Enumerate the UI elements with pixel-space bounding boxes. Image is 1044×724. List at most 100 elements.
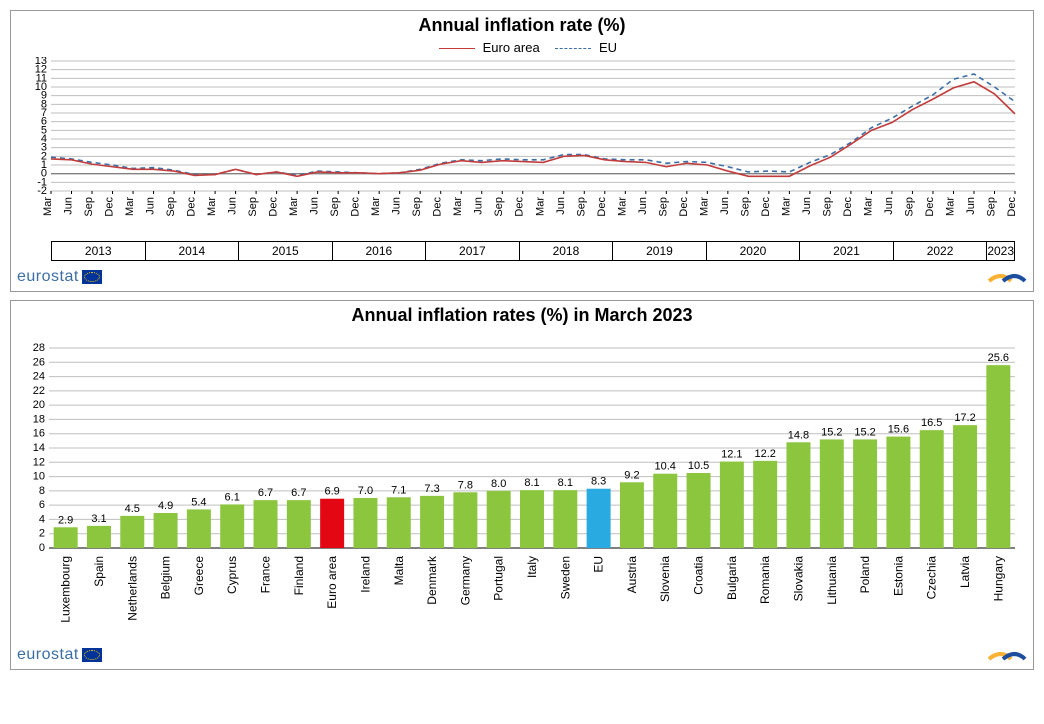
eurostat-text: eurostat [17,646,79,664]
svg-text:Croatia: Croatia [692,556,706,595]
svg-text:Dec: Dec [432,197,444,217]
bar [587,489,611,548]
bar [120,516,144,548]
svg-text:25.6: 25.6 [988,352,1009,364]
svg-text:7.1: 7.1 [391,484,406,496]
svg-text:Dec: Dec [350,197,362,217]
svg-text:Jun: Jun [309,197,321,215]
svg-text:7.0: 7.0 [358,485,373,497]
svg-text:Dec: Dec [104,197,116,217]
bar-chart-svg: 02468101214161820222426282.9Luxembourg3.… [21,330,1021,643]
legend-label-eu: EU [599,40,617,55]
svg-text:Mar: Mar [862,197,874,216]
svg-text:15.2: 15.2 [854,426,875,438]
svg-text:Jun: Jun [883,197,895,215]
bar [753,461,777,548]
svg-text:Dec: Dec [596,197,608,217]
eurostat-brand: eurostat [17,646,102,664]
svg-text:17.2: 17.2 [954,412,975,424]
bar [87,526,111,548]
svg-text:France: France [259,556,273,594]
bar [786,442,810,548]
bar [953,425,977,548]
bar [287,500,311,548]
svg-text:Jun: Jun [965,197,977,215]
svg-text:8.1: 8.1 [524,477,539,489]
svg-text:16.5: 16.5 [921,417,942,429]
svg-text:0: 0 [39,542,45,554]
svg-text:Greece: Greece [192,556,206,596]
year-axis-cell: 2022 [893,242,987,261]
svg-text:Malta: Malta [392,556,406,586]
svg-text:8.1: 8.1 [558,477,573,489]
bar [453,492,477,548]
svg-text:Mar: Mar [452,197,464,216]
svg-text:Estonia: Estonia [891,556,905,596]
svg-text:Dec: Dec [678,197,690,217]
svg-text:Mar: Mar [780,197,792,216]
svg-text:Portugal: Portugal [492,556,506,601]
bar [920,430,944,548]
bar [353,498,377,548]
svg-text:Latvia: Latvia [958,556,972,588]
panel-footer: eurostat [11,265,1033,291]
svg-text:20: 20 [33,399,45,411]
year-axis-cell: 2019 [612,242,706,261]
svg-text:Czechia: Czechia [925,556,939,600]
svg-text:Mar: Mar [206,197,218,216]
svg-text:2.9: 2.9 [58,514,73,526]
svg-text:Bulgaria: Bulgaria [725,556,739,600]
svg-text:6.7: 6.7 [258,487,273,499]
legend-label-euro: Euro area [483,40,540,55]
bar [420,496,444,548]
bar-chart-area: 02468101214161820222426282.9Luxembourg3.… [11,330,1033,643]
svg-text:Netherlands: Netherlands [125,556,139,621]
svg-text:15.6: 15.6 [888,424,909,436]
panel-footer: eurostat [11,643,1033,669]
svg-text:Jun: Jun [391,197,403,215]
year-axis-cell: 2016 [332,242,426,261]
svg-text:Slovenia: Slovenia [658,556,672,602]
svg-text:Jun: Jun [555,197,567,215]
swoosh-icon [987,645,1027,665]
svg-text:Sep: Sep [329,197,341,217]
svg-text:Sep: Sep [247,197,259,217]
svg-text:Dec: Dec [924,197,936,217]
year-axis-cell: 2021 [799,242,893,261]
svg-text:Sep: Sep [575,197,587,217]
bar [187,509,211,548]
svg-text:Jun: Jun [63,197,75,215]
line-chart-year-axis: 2013201420152016201720182019202020212022… [51,241,1015,261]
svg-text:Sep: Sep [985,197,997,217]
svg-text:Austria: Austria [625,556,639,594]
bar [220,504,244,548]
svg-text:6.9: 6.9 [324,486,339,498]
eu-flag-icon [82,648,102,662]
svg-text:Dec: Dec [186,197,198,217]
svg-text:Belgium: Belgium [159,556,173,599]
svg-text:Jun: Jun [719,197,731,215]
bar [254,500,278,548]
svg-text:Sep: Sep [165,197,177,217]
svg-text:6.7: 6.7 [291,487,306,499]
legend-swatch-euro [439,48,475,49]
line-chart-title: Annual inflation rate (%) [11,11,1033,40]
svg-text:10.5: 10.5 [688,460,709,472]
svg-text:Germany: Germany [458,556,472,605]
svg-text:Sep: Sep [83,197,95,217]
svg-text:Poland: Poland [858,556,872,593]
bar-chart-title: Annual inflation rates (%) in March 2023 [11,301,1033,330]
svg-text:12.1: 12.1 [721,449,742,461]
bar [487,491,511,548]
year-axis-cell: 2020 [706,242,800,261]
line-chart-legend: Euro area EU [21,40,1023,55]
svg-text:Mar: Mar [370,197,382,216]
svg-text:Slovakia: Slovakia [791,556,805,602]
svg-text:14: 14 [33,442,45,454]
svg-text:4: 4 [39,513,45,525]
svg-text:2: 2 [39,528,45,540]
bar [986,365,1010,548]
svg-text:Dec: Dec [1006,197,1018,217]
year-axis-cell: 2013 [51,242,145,261]
svg-text:Hungary: Hungary [991,556,1005,601]
